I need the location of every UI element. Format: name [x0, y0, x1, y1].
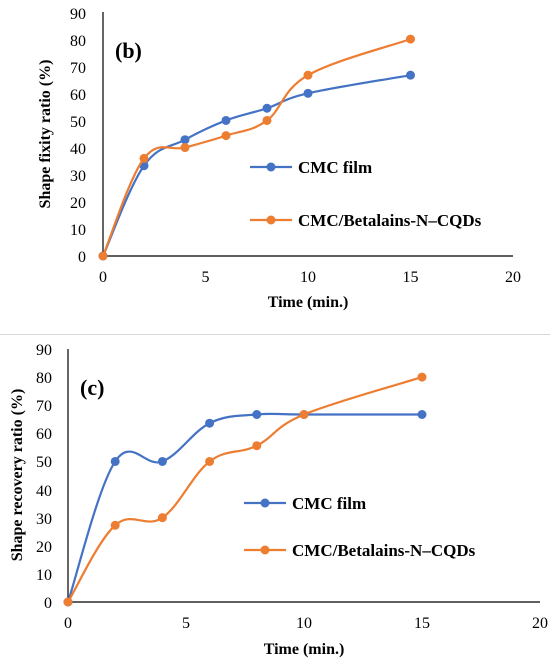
- data-point-cmc-betalains: [417, 372, 427, 382]
- x-tick-label: 20: [532, 615, 548, 632]
- series-line-cmc-film: [66, 412, 422, 603]
- series-line-cmc-betalains: [67, 376, 423, 603]
- x-tick-label: 20: [505, 269, 521, 286]
- fixity-chart: (b) 0 10 20 30 40 50 60 70 80 90 0 5 10 …: [37, 6, 521, 311]
- data-point-cmc-betalains: [63, 597, 73, 607]
- y-tick-label: 70: [36, 398, 52, 415]
- data-point-cmc-betalains: [110, 520, 120, 530]
- data-point-cmc-betalains: [139, 153, 149, 163]
- y-axis-title: Shape recovery ratio (%): [9, 389, 26, 562]
- y-tick-label: 40: [36, 483, 52, 500]
- y-axis-title: Shape fixity ratio (%): [37, 60, 54, 209]
- x-tick-labels: 0 5 10 15 20: [99, 269, 521, 286]
- legend: CMC film CMC/Betalains-N–CQDs: [250, 158, 482, 230]
- legend-marker-cmc-film: [260, 498, 270, 508]
- data-point-cmc-film: [303, 88, 313, 98]
- legend-marker-cmc-betalains: [260, 545, 270, 555]
- data-point-cmc-betalains: [180, 143, 190, 153]
- data-point-cmc-film: [221, 115, 231, 125]
- data-point-cmc-film: [262, 103, 272, 113]
- y-tick-label: 90: [70, 6, 86, 23]
- y-tick-labels: 0 10 20 30 40 50 60 70 80 90: [36, 342, 52, 612]
- data-point-cmc-betalains: [406, 34, 415, 44]
- legend-marker-cmc-betalains: [266, 215, 276, 225]
- y-tick-label: 50: [70, 114, 86, 131]
- y-tick-label: 60: [70, 87, 86, 104]
- chart-panel-b: (b) 0 10 20 30 40 50 60 70 80 90 0 5 10 …: [0, 0, 550, 320]
- data-point-cmc-betalains: [262, 115, 272, 125]
- data-point-cmc-betalains: [252, 441, 262, 451]
- y-tick-label: 60: [36, 426, 52, 443]
- legend-label-cmc-film: CMC film: [298, 158, 372, 177]
- x-tick-label: 10: [300, 269, 316, 286]
- y-tick-label: 80: [70, 33, 86, 50]
- y-tick-label: 30: [36, 511, 52, 528]
- legend-marker-cmc-film: [266, 162, 276, 172]
- legend-label-cmc-film: CMC film: [292, 494, 366, 513]
- data-point-cmc-betalains: [157, 513, 167, 523]
- x-tick-label: 0: [99, 269, 107, 286]
- legend: CMC film CMC/Betalains-N–CQDs: [244, 494, 476, 560]
- x-tick-label: 0: [64, 615, 72, 632]
- series-layer: [98, 34, 415, 261]
- y-tick-label: 10: [36, 567, 52, 584]
- y-tick-label: 20: [70, 195, 86, 212]
- y-tick-label: 20: [36, 539, 52, 556]
- y-tick-label: 80: [36, 370, 52, 387]
- legend-label-cmc-betalains: CMC/Betalains-N–CQDs: [298, 211, 482, 230]
- y-tick-label: 50: [36, 454, 52, 471]
- series-layer: [63, 372, 427, 607]
- x-tick-label: 10: [296, 615, 312, 632]
- legend-label-cmc-betalains: CMC/Betalains-N–CQDs: [292, 541, 476, 560]
- y-tick-label: 0: [78, 249, 86, 266]
- data-point-cmc-film: [157, 456, 167, 466]
- y-tick-label: 30: [70, 168, 86, 185]
- data-point-cmc-betalains: [221, 131, 231, 141]
- data-point-cmc-betalains: [205, 456, 215, 466]
- x-tick-label: 15: [403, 269, 419, 286]
- chart-frame: [67, 349, 540, 603]
- chart-frame: [102, 12, 513, 257]
- x-tick-labels: 0 5 10 15 20: [64, 615, 548, 632]
- chart-panel-c: (c) 0 10 20 30 40 50 60 70 80 90 0 5 10 …: [0, 334, 550, 662]
- data-point-cmc-film: [252, 409, 262, 419]
- panel-label: (c): [80, 375, 104, 400]
- x-axis-title: Time (min.): [264, 641, 345, 658]
- data-point-cmc-betalains: [303, 70, 313, 80]
- y-tick-labels: 0 10 20 30 40 50 60 70 80 90: [70, 6, 86, 266]
- y-tick-label: 40: [70, 141, 86, 158]
- y-tick-label: 70: [70, 60, 86, 77]
- data-point-cmc-film: [205, 418, 215, 428]
- data-point-cmc-film: [180, 135, 190, 145]
- y-tick-label: 0: [44, 595, 52, 612]
- y-tick-label: 10: [70, 222, 86, 239]
- x-tick-label: 15: [414, 615, 430, 632]
- data-point-cmc-film: [110, 456, 120, 466]
- x-tick-label: 5: [182, 615, 190, 632]
- data-point-cmc-film: [417, 409, 427, 419]
- data-point-cmc-film: [406, 70, 415, 80]
- x-tick-label: 5: [202, 269, 210, 286]
- data-point-cmc-betalains: [98, 251, 108, 261]
- panel-label: (b): [115, 38, 142, 63]
- y-tick-label: 90: [36, 342, 52, 359]
- data-point-cmc-betalains: [299, 409, 309, 419]
- x-axis-title: Time (min.): [268, 294, 349, 311]
- recovery-chart: (c) 0 10 20 30 40 50 60 70 80 90 0 5 10 …: [9, 342, 548, 658]
